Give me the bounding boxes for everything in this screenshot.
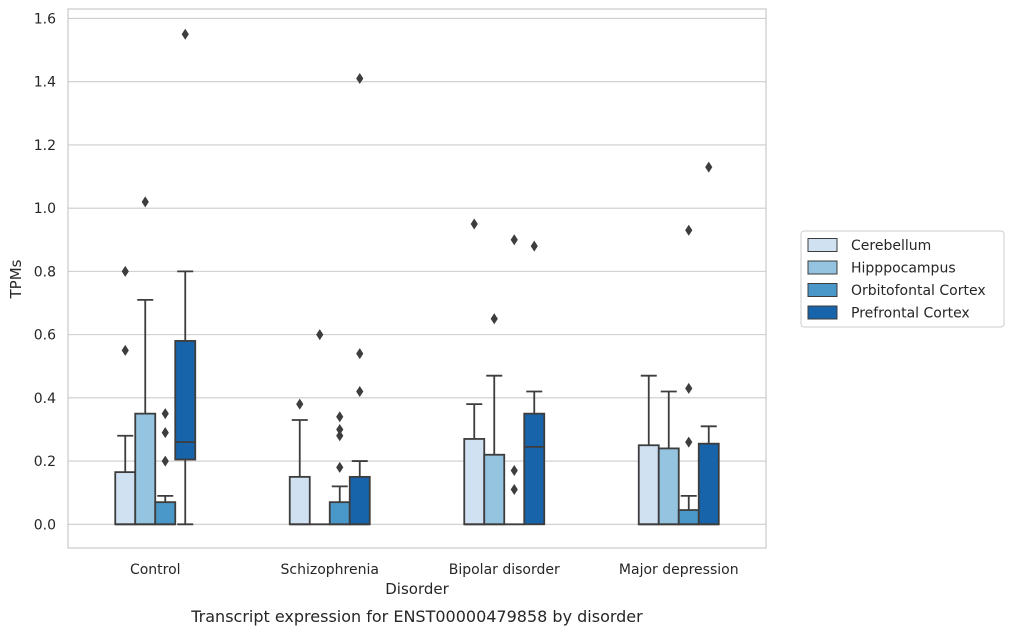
box xyxy=(697,442,720,526)
outlier-point xyxy=(336,430,344,442)
legend-swatch xyxy=(807,305,838,320)
outlier-point xyxy=(141,196,149,208)
outlier-point xyxy=(705,161,713,173)
box-group xyxy=(463,218,486,526)
box xyxy=(328,501,351,526)
outlier-point xyxy=(530,240,538,252)
outlier-point xyxy=(510,465,518,477)
box xyxy=(134,412,157,526)
box xyxy=(114,471,137,526)
legend-swatch xyxy=(807,283,838,297)
y-tick-label: 1.4 xyxy=(34,75,56,91)
box xyxy=(657,447,680,526)
x-tick-label: Major depression xyxy=(619,562,739,578)
outlier-point xyxy=(685,382,693,394)
outlier-point xyxy=(336,461,344,473)
box-group xyxy=(154,408,177,526)
box-group xyxy=(328,411,351,526)
box-group xyxy=(483,313,506,526)
legend-label: Cerebellum xyxy=(851,238,931,254)
y-tick-label: 1.6 xyxy=(34,11,56,27)
box-group xyxy=(309,329,330,526)
y-axis-title: TPMs xyxy=(7,259,25,299)
x-axis-title: Disorder xyxy=(385,580,449,598)
legend-frame xyxy=(800,230,1005,328)
y-tick-label: 0.6 xyxy=(34,328,56,344)
outlier-point xyxy=(510,234,518,246)
legend-swatch xyxy=(807,260,838,275)
outlier-point xyxy=(356,348,364,360)
box xyxy=(154,501,177,526)
x-tick-label: Schizophrenia xyxy=(281,562,379,578)
outlier-point xyxy=(470,218,478,230)
y-tick-label: 0.2 xyxy=(34,454,56,470)
box xyxy=(174,340,197,461)
box-groups xyxy=(114,28,720,526)
box-group xyxy=(657,390,680,526)
y-tick-label: 0.8 xyxy=(34,264,56,280)
outlier-point xyxy=(121,265,129,277)
box xyxy=(288,475,311,526)
outlier-point xyxy=(685,436,693,448)
box-group xyxy=(174,28,197,526)
box xyxy=(463,438,486,526)
x-tick-label: Bipolar disorder xyxy=(449,562,560,578)
legend-swatch xyxy=(807,238,838,252)
outlier-point xyxy=(181,28,189,40)
outlier-point xyxy=(685,224,693,236)
box xyxy=(637,444,660,526)
box-group xyxy=(134,196,157,526)
box xyxy=(483,453,506,526)
legend: Cerebellum Hipppocampus Orbitofontal Corte… xyxy=(800,230,1005,328)
legend-label: Prefrontal Cortex xyxy=(851,306,970,322)
outlier-point xyxy=(356,386,364,398)
y-tick-label: 1.2 xyxy=(34,138,56,154)
box xyxy=(348,475,371,526)
x-tick-labels: Control Schizophrenia Bipolar disorder Majo… xyxy=(130,562,739,578)
box-group xyxy=(348,73,371,526)
legend-label: Orbitofontal Cortex xyxy=(851,283,986,299)
outlier-point xyxy=(356,73,364,85)
plot-frame xyxy=(67,8,767,549)
box-group xyxy=(697,161,720,526)
box-group xyxy=(504,234,525,526)
box-group xyxy=(523,240,546,526)
y-tick-label: 0.4 xyxy=(34,391,56,407)
outlier-point xyxy=(316,329,324,341)
box-group xyxy=(288,398,311,526)
outlier-point xyxy=(161,455,169,467)
legend-label: Hipppocampus xyxy=(851,261,956,277)
outlier-point xyxy=(121,344,129,356)
box-group xyxy=(114,265,137,526)
outlier-point xyxy=(510,484,518,496)
outlier-point xyxy=(161,427,169,439)
y-tick-labels: 0.0 0.2 0.4 0.6 0.8 1.0 1.2 1.4 1.6 xyxy=(34,11,56,533)
outlier-point xyxy=(296,398,304,410)
box xyxy=(523,412,546,526)
x-tick-label: Control xyxy=(130,562,181,578)
figure-caption: Transcript expression for ENST0000047985… xyxy=(190,607,643,626)
box xyxy=(677,509,700,526)
y-tick-label: 1.0 xyxy=(34,201,56,217)
outlier-point xyxy=(336,411,344,423)
y-tick-label: 0.0 xyxy=(34,517,56,533)
box-group xyxy=(677,224,700,526)
outlier-point xyxy=(490,313,498,325)
outlier-point xyxy=(161,408,169,420)
outlier-point xyxy=(336,423,344,435)
